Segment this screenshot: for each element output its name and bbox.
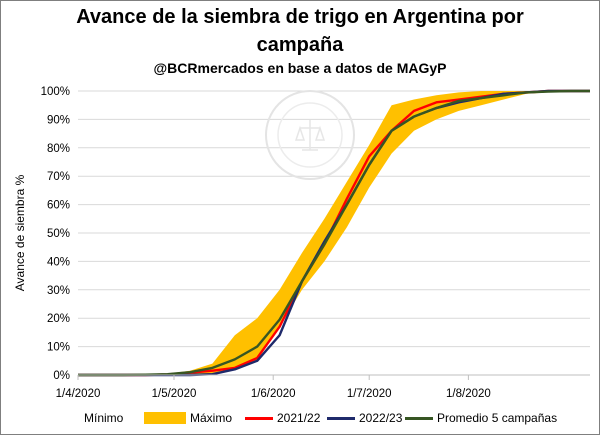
watermark-seal — [265, 90, 355, 180]
chart-title-line-2: campaña — [256, 34, 344, 56]
legend-item-max: Máximo — [144, 409, 232, 427]
legend-swatch-promedio — [405, 416, 433, 420]
chart-title-line-1: Avance de la siembra de trigo en Argenti… — [76, 6, 524, 28]
legend-label-min: Mínimo — [84, 411, 124, 425]
axes — [77, 374, 590, 380]
y-tick-labels: 0% 10% 20% 30% 40% 50% 60% 70% 80% 90% 100% — [41, 86, 70, 382]
legend-label-2022-23: 2022/23 — [359, 411, 403, 425]
y-tick-1: 10% — [47, 342, 70, 354]
y-tick-7: 70% — [47, 171, 70, 183]
legend-item-min: Mínimo — [84, 409, 123, 427]
y-axis-label: Avance de siembra % — [13, 174, 27, 291]
legend-swatch-max — [144, 412, 186, 424]
legend-label-max: Máximo — [190, 411, 233, 425]
y-tick-4: 40% — [47, 256, 70, 268]
x-tick-0: 1/4/2020 — [56, 388, 101, 400]
x-tick-3: 1/7/2020 — [347, 388, 392, 400]
y-tick-3: 30% — [47, 285, 70, 297]
legend-item-2021-22: 2021/22 — [245, 409, 320, 427]
legend-swatch-2022-23 — [327, 416, 355, 420]
legend-item-2022-23: 2022/23 — [327, 409, 402, 427]
x-tick-4: 1/8/2020 — [446, 388, 491, 400]
min-max-band — [78, 91, 590, 375]
legend-item-promedio: Promedio 5 campañas — [405, 409, 557, 427]
y-tick-5: 50% — [47, 228, 70, 240]
x-tick-labels: 1/4/2020 1/5/2020 1/6/2020 1/7/2020 1/8/2020 — [56, 388, 491, 400]
x-tick-2: 1/6/2020 — [251, 388, 296, 400]
y-tick-8: 80% — [47, 143, 70, 155]
y-tick-0: 0% — [53, 370, 70, 382]
chart-subtitle: @BCRmercados en base a datos de MAGyP — [153, 60, 447, 76]
legend-swatch-2021-22 — [245, 416, 273, 420]
y-tick-2: 20% — [47, 313, 70, 325]
y-tick-10: 100% — [41, 86, 70, 98]
series-line-2 — [78, 89, 590, 377]
x-tick-1: 1/5/2020 — [152, 388, 197, 400]
legend: Mínimo Máximo 2021/22 2022/23 Promedio 5… — [60, 409, 580, 427]
y-tick-9: 90% — [47, 114, 70, 126]
legend-label-2021-22: 2021/22 — [277, 411, 321, 425]
y-tick-6: 60% — [47, 200, 70, 212]
band-area — [78, 91, 590, 375]
legend-label-promedio: Promedio 5 campañas — [437, 411, 558, 425]
